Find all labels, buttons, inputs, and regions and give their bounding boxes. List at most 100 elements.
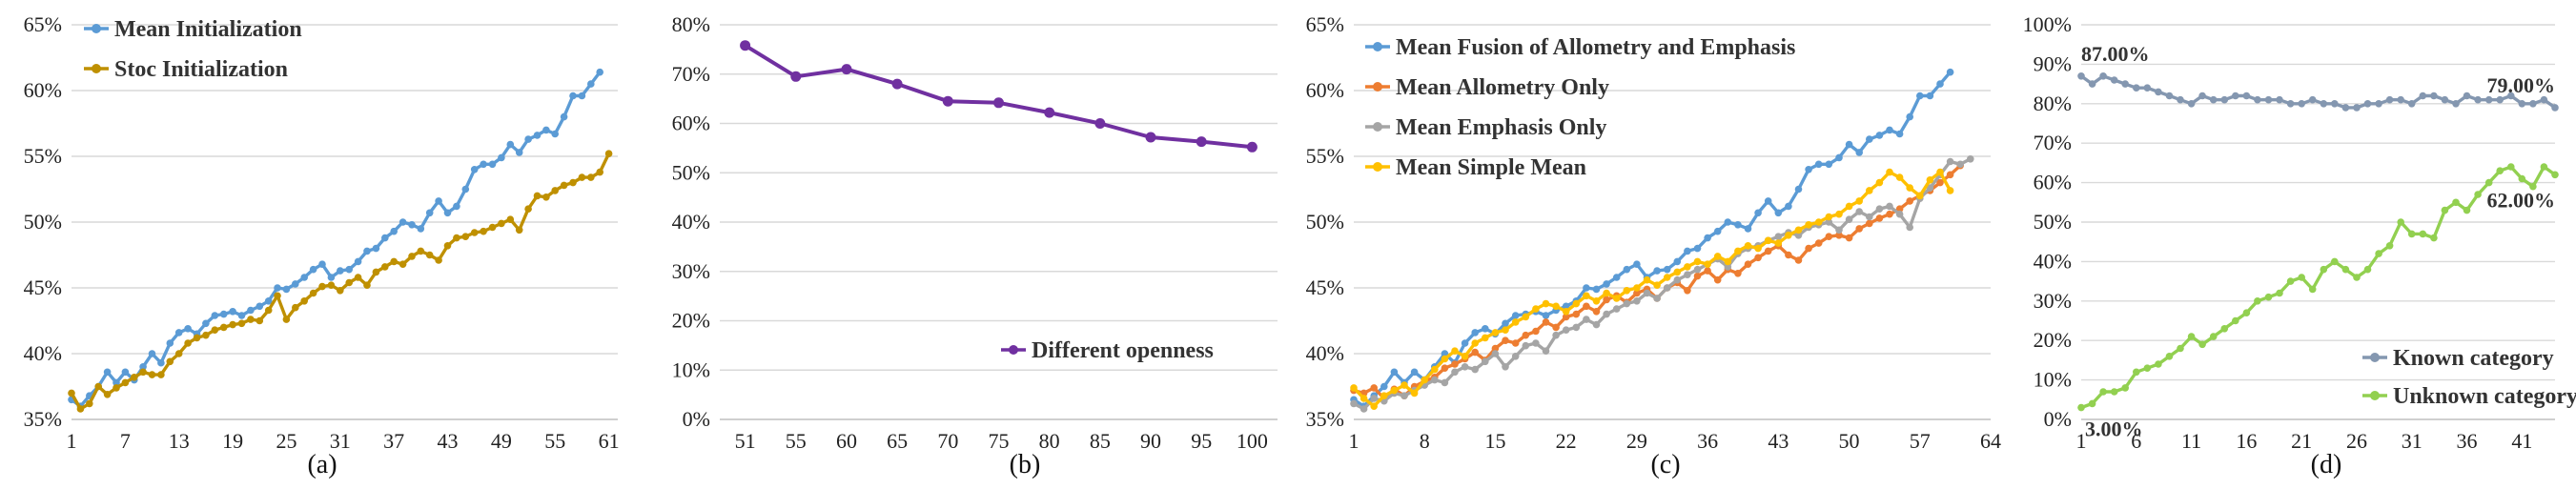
data-point bbox=[1633, 297, 1641, 305]
data-point bbox=[2121, 80, 2129, 88]
data-point bbox=[1360, 405, 1368, 413]
data-point bbox=[1855, 225, 1863, 233]
data-point bbox=[498, 219, 505, 228]
data-point bbox=[470, 166, 479, 173]
data-point bbox=[1926, 92, 1934, 100]
data-point bbox=[2375, 250, 2382, 257]
data-point bbox=[1835, 153, 1843, 162]
data-point bbox=[2133, 368, 2140, 377]
data-point bbox=[1431, 376, 1439, 384]
data-point bbox=[1663, 265, 1671, 274]
data-point bbox=[1592, 285, 1601, 294]
data-point bbox=[1794, 185, 1803, 194]
data-point bbox=[551, 187, 559, 194]
data-point bbox=[2209, 95, 2218, 104]
data-point bbox=[2363, 100, 2372, 108]
data-point bbox=[1967, 155, 1974, 163]
x-tick-label: 65 bbox=[887, 429, 908, 453]
data-point bbox=[2320, 265, 2328, 274]
data-point bbox=[408, 253, 416, 260]
data-point bbox=[390, 257, 399, 266]
data-point bbox=[1603, 280, 1610, 288]
legend-entry: Stoc Initialization bbox=[84, 57, 288, 82]
data-point bbox=[480, 160, 487, 169]
data-point bbox=[2441, 206, 2449, 214]
data-point bbox=[2474, 191, 2482, 198]
data-point bbox=[1562, 326, 1570, 335]
data-point bbox=[1603, 289, 1610, 297]
x-tick-label: 100 bbox=[1237, 429, 1268, 453]
data-point bbox=[1653, 295, 1661, 302]
data-point bbox=[1825, 160, 1833, 169]
x-tick-label: 75 bbox=[989, 429, 1010, 453]
data-point bbox=[1875, 178, 1884, 187]
data-point bbox=[2254, 297, 2261, 305]
data-point bbox=[300, 274, 309, 281]
y-tick-label: 30% bbox=[672, 259, 710, 283]
data-point bbox=[139, 368, 147, 377]
data-point bbox=[1542, 347, 1550, 356]
data-point bbox=[1906, 197, 1913, 205]
series-line bbox=[1353, 157, 1972, 411]
data-point bbox=[2110, 76, 2118, 84]
data-point bbox=[596, 68, 603, 76]
data-point bbox=[219, 323, 228, 332]
legend-entry: Known category bbox=[2362, 346, 2554, 371]
data-point bbox=[569, 178, 577, 187]
data-point bbox=[2155, 88, 2162, 96]
data-point bbox=[1044, 107, 1055, 118]
series-known-category bbox=[2077, 72, 2559, 112]
data-point bbox=[2430, 92, 2438, 100]
data-point bbox=[1612, 305, 1621, 313]
data-point bbox=[1673, 257, 1682, 266]
x-tick-label: 50 bbox=[1839, 429, 1860, 453]
data-point bbox=[1603, 295, 1610, 304]
data-point bbox=[1390, 368, 1399, 377]
series-mean-simple-mean bbox=[1350, 168, 1954, 411]
chart-caption: (d) bbox=[2311, 450, 2342, 479]
legend-swatch-marker bbox=[1373, 82, 1382, 92]
data-point bbox=[1693, 244, 1702, 253]
data-point bbox=[551, 130, 559, 138]
data-point bbox=[2518, 100, 2526, 108]
data-point bbox=[1805, 221, 1812, 229]
data-point bbox=[1724, 218, 1732, 226]
y-tick-label: 55% bbox=[24, 144, 62, 168]
data-point bbox=[1663, 274, 1671, 281]
data-point bbox=[1400, 392, 1408, 400]
x-tick-label: 55 bbox=[786, 429, 807, 453]
data-point bbox=[372, 268, 380, 276]
data-point bbox=[2397, 95, 2404, 104]
series-line bbox=[2080, 165, 2556, 410]
data-point bbox=[1744, 225, 1752, 233]
data-point bbox=[604, 150, 613, 157]
series-different-openness bbox=[740, 40, 1257, 153]
legend-entry: Different openness bbox=[1001, 338, 1214, 363]
data-point bbox=[408, 221, 416, 229]
data-point bbox=[256, 302, 264, 311]
data-point bbox=[1451, 360, 1459, 368]
data-point bbox=[2276, 289, 2283, 297]
data-point bbox=[1623, 265, 1631, 274]
data-point bbox=[1886, 202, 1893, 211]
data-point bbox=[2407, 100, 2416, 108]
data-point bbox=[1094, 118, 1106, 129]
data-point bbox=[1875, 214, 1884, 222]
data-point bbox=[1145, 132, 1156, 143]
legend-swatch-marker bbox=[1009, 345, 1018, 355]
data-point bbox=[578, 92, 586, 100]
data-point bbox=[121, 378, 130, 387]
data-point bbox=[1805, 244, 1812, 253]
legend-label: Mean Emphasis Only bbox=[1396, 115, 1606, 140]
data-point bbox=[2551, 104, 2559, 112]
legend-swatch-marker bbox=[92, 64, 101, 73]
data-point bbox=[1713, 253, 1722, 260]
data-point bbox=[435, 197, 442, 205]
data-point bbox=[488, 223, 497, 232]
y-tick-label: 35% bbox=[24, 407, 62, 431]
data-point bbox=[1532, 339, 1540, 347]
data-point bbox=[309, 265, 317, 274]
data-point bbox=[461, 233, 470, 240]
data-point bbox=[453, 234, 460, 242]
data-point bbox=[2375, 100, 2382, 108]
